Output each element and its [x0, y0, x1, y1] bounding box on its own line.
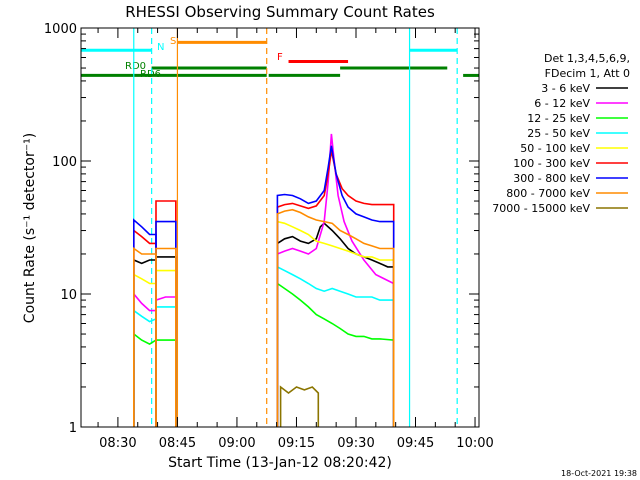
- legend-label: 12 - 25 keV: [527, 112, 590, 125]
- series-line-2: [155, 339, 177, 427]
- series-line-2: [276, 281, 395, 427]
- series-line-0: [276, 222, 395, 427]
- y-tick-label: 100: [52, 155, 77, 170]
- legend-label: 25 - 50 keV: [527, 127, 590, 140]
- series-line-1: [155, 296, 177, 427]
- flag-f-label: F: [277, 52, 283, 63]
- x-tick-label: 08:30: [99, 436, 136, 451]
- flag-n-label: N: [157, 42, 164, 53]
- series-line-8: [279, 385, 320, 427]
- series-line-0: [133, 258, 157, 427]
- y-tick-label: 10: [60, 288, 77, 303]
- legend-label: 7000 - 15000 keV: [492, 202, 590, 215]
- series-line-3: [276, 265, 395, 427]
- flag-rd0-label: RD0: [125, 61, 146, 72]
- series-line-5: [155, 200, 177, 427]
- x-tick-label: 10:00: [456, 436, 493, 451]
- series-line-4: [276, 220, 395, 427]
- x-tick-label: 09:45: [397, 436, 434, 451]
- legend-header-line-1: Det 1,3,4,5,6,9,: [544, 52, 630, 65]
- legend-label: 800 - 7000 keV: [506, 187, 590, 200]
- legend-items: 3 - 6 keV 6 - 12 keV 12 - 25 keV 25 - 50 ke…: [492, 82, 628, 215]
- x-tick-label: 09:15: [278, 436, 315, 451]
- y-tick-label: 1: [69, 421, 77, 436]
- flag-rd6-label: RD6: [140, 69, 161, 80]
- footer-timestamp: 18-Oct-2021 19:38: [561, 469, 637, 478]
- series-line-5: [276, 150, 395, 427]
- series-line-2: [133, 332, 157, 427]
- series-line-3: [155, 306, 177, 427]
- y-axis-label: Count Rate (s⁻¹ detector⁻¹): [22, 133, 38, 323]
- legend-label: 6 - 12 keV: [534, 97, 590, 110]
- series-line-6: [155, 220, 177, 427]
- legend-label: 100 - 300 keV: [513, 157, 590, 170]
- series-line-0: [155, 256, 177, 427]
- legend-header-line-2: FDecim 1, Att 0: [545, 67, 630, 80]
- x-axis-label: Start Time (13-Jan-12 08:20:42): [168, 455, 392, 471]
- legend: Det 1,3,4,5,6,9, FDecim 1, Att 0 3 - 6 k…: [492, 52, 630, 215]
- legend-label: 300 - 800 keV: [513, 172, 590, 185]
- series-line-7: [133, 246, 157, 427]
- y-tick-label: 1000: [44, 22, 77, 37]
- chart-title: RHESSI Observing Summary Count Rates: [125, 3, 435, 21]
- series-lines: [133, 133, 395, 427]
- x-tick-label: 08:45: [159, 436, 196, 451]
- series-line-1: [276, 133, 395, 427]
- series-line-6: [276, 145, 395, 427]
- plot-frame: [80, 27, 480, 428]
- series-line-7: [155, 247, 177, 427]
- y-tick-labels: 1 10 100 1000: [44, 22, 77, 436]
- axis-ticks: [81, 28, 479, 428]
- series-line-7: [276, 208, 395, 427]
- legend-label: 3 - 6 keV: [541, 82, 590, 95]
- legend-label: 50 - 100 keV: [520, 142, 590, 155]
- x-tick-label: 09:00: [218, 436, 255, 451]
- series-line-3: [133, 309, 157, 427]
- series-line-4: [155, 269, 177, 427]
- x-tick-labels: 08:30 08:45 09:00 09:15 09:30 09:45 10:00: [99, 436, 494, 451]
- x-tick-label: 09:30: [337, 436, 374, 451]
- flag-s-label: S: [170, 36, 176, 47]
